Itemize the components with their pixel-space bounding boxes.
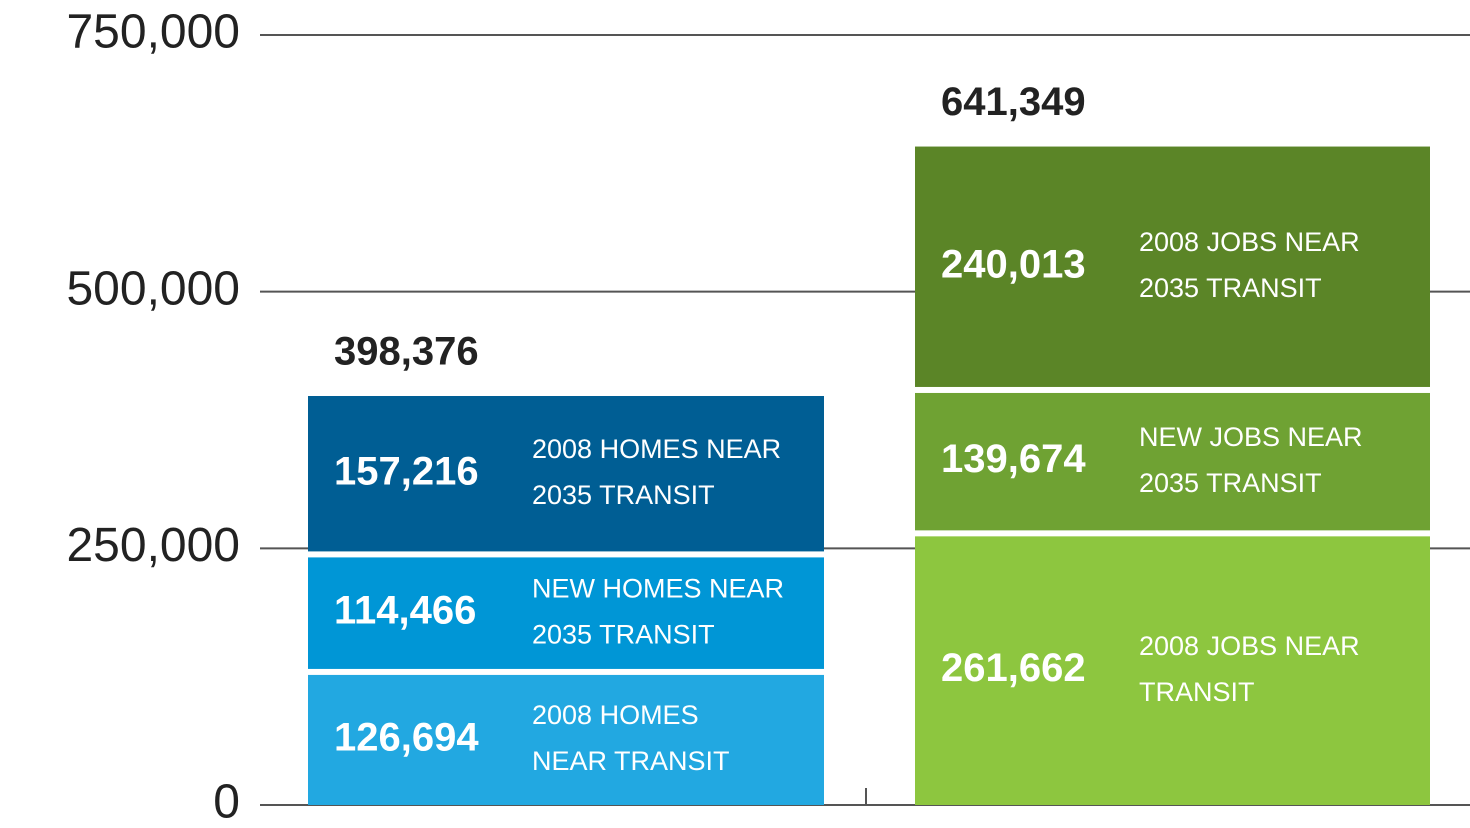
y-tick-label: 0 (213, 776, 240, 828)
segment-value-label: 240,013 (941, 242, 1086, 286)
bar-segment (308, 674, 824, 805)
segment-name: 2008 JOBS NEAR (1139, 631, 1360, 661)
segment-value-label: 139,674 (941, 437, 1086, 481)
segment-name: 2035 TRANSIT (1139, 468, 1322, 498)
segment-value-label: 261,662 (941, 646, 1086, 690)
segment-name: 2008 HOMES (532, 700, 699, 730)
bar-segment (915, 146, 1430, 387)
segment-name: 2035 TRANSIT (1139, 273, 1322, 303)
bar-segment (308, 396, 824, 552)
bar-segment (915, 536, 1430, 805)
y-tick-label: 500,000 (66, 262, 240, 315)
segment-name: 2008 JOBS NEAR (1139, 227, 1360, 257)
segment-value-label: 126,694 (334, 716, 479, 760)
bar-segment (915, 392, 1430, 531)
segment-name: NEAR TRANSIT (532, 746, 730, 776)
y-tick-label: 250,000 (66, 519, 240, 572)
segment-name: NEW JOBS NEAR (1139, 422, 1363, 452)
segment-name: 2008 HOMES NEAR (532, 434, 781, 464)
segment-name: 2035 TRANSIT (532, 480, 715, 510)
segment-value-label: 157,216 (334, 449, 479, 493)
segment-name: 2035 TRANSIT (532, 619, 715, 649)
bar-segment (308, 557, 824, 669)
total-label: 641,349 (941, 80, 1086, 124)
segment-name: TRANSIT (1139, 677, 1255, 707)
total-label: 398,376 (334, 330, 479, 374)
segment-name: NEW HOMES NEAR (532, 573, 784, 603)
segment-value-label: 114,466 (334, 589, 476, 633)
y-tick-label: 750,000 (66, 6, 240, 59)
